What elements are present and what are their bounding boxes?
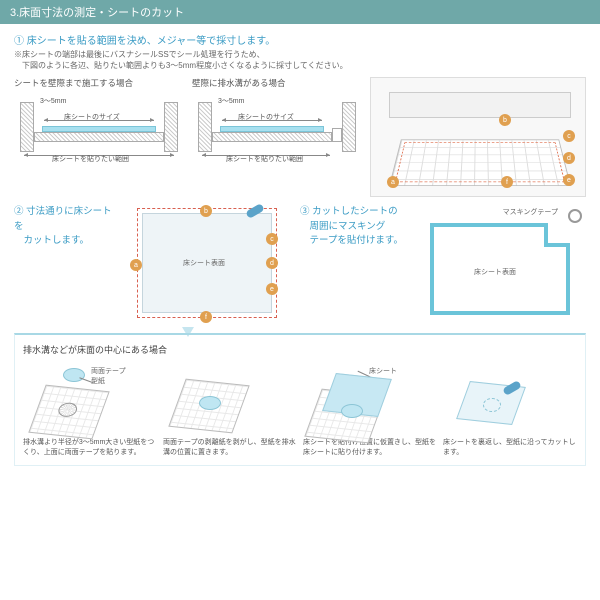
tape-oval — [63, 368, 85, 382]
mask-rect: 床シート表面 — [430, 223, 570, 315]
legend-tape: 両面テープ — [91, 366, 126, 376]
drain-text-3: 床シートを貼付け位置に仮置きし、型紙を床シートに貼り付けます。 — [303, 438, 437, 457]
step2-diagram: 床シート表面 a b c d e f — [122, 205, 292, 325]
drain-fig-2 — [163, 362, 297, 434]
drain-fig-3: 床シート — [303, 362, 437, 434]
badge-a: a — [387, 176, 399, 188]
step3-title-col: ③ カットしたシートの 周囲にマスキング テープを貼付けます。 — [300, 205, 410, 325]
badge-b: b — [499, 114, 511, 126]
step3-diagram: マスキングテープ 床シート表面 — [418, 205, 586, 325]
sheet-surface-label: 床シート表面 — [474, 267, 516, 277]
drain-step-2: 両面テープの剥離紙を剥がし、型紙を排水溝の位置に置きます。 — [163, 362, 297, 457]
floor-3d-diagram: b c d e a f — [370, 77, 586, 197]
mask-notch — [544, 223, 570, 247]
sheet-surface-label: 床シート表面 — [183, 258, 225, 268]
gap-label-l: 3〜5mm — [40, 96, 66, 106]
drain-fig-4 — [443, 362, 577, 434]
range-label: 床シートを貼りたい範囲 — [226, 154, 303, 164]
aside-drain: 排水溝などが床面の中心にある場合 両面テープ 型紙 排水溝より半径が3〜5mm大… — [14, 333, 586, 466]
sheet-bar — [220, 126, 324, 132]
floor-grid — [389, 140, 571, 187]
gap-label: 3〜5mm — [218, 96, 244, 106]
drain-fig-1: 両面テープ 型紙 — [23, 362, 157, 434]
case-b-diagram: 3〜5mm 床シートのサイズ 床シートを貼りたい範囲 — [192, 92, 362, 162]
drain-row: 両面テープ 型紙 排水溝より半径が3〜5mm大きい型紙をつくり、上面に両面テープ… — [23, 362, 577, 457]
drain-text-1: 排水溝より半径が3〜5mm大きい型紙をつくり、上面に両面テープを貼ります。 — [23, 438, 157, 457]
aside-title: 排水溝などが床面の中心にある場合 — [23, 343, 577, 356]
wall-right — [342, 102, 356, 152]
section-header: 3.床面寸法の測定・シートのカット — [0, 0, 600, 24]
section-title: 3.床面寸法の測定・シートのカット — [10, 7, 184, 19]
case-a-label: シートを壁際まで施工する場合 — [14, 77, 184, 89]
floor-3d-wrap: b c d e a f — [370, 77, 586, 197]
badge-d: d — [563, 152, 575, 164]
wall-left — [20, 102, 34, 152]
step2-title-col: ② 寸法通りに床シートを カットします。 — [14, 205, 114, 325]
step2-title: ② 寸法通りに床シートを カットします。 — [14, 205, 114, 248]
badge-e: e — [563, 174, 575, 186]
step3-title: ③ カットしたシートの 周囲にマスキング テープを貼付けます。 — [300, 205, 410, 248]
drain-step-1: 両面テープ 型紙 排水溝より半径が3〜5mm大きい型紙をつくり、上面に両面テープ… — [23, 362, 157, 457]
step23-row: ② 寸法通りに床シートを カットします。 床シート表面 a b c d e f … — [14, 205, 586, 325]
sheet-bar — [42, 126, 156, 132]
tape-label: マスキングテープ — [503, 207, 558, 217]
wall-left — [198, 102, 212, 152]
floor-base — [212, 132, 332, 142]
step1-row: シートを壁際まで施工する場合 3〜5mm 床シートのサイズ 床シートを貼りたい範… — [14, 77, 586, 197]
drain-icon — [56, 402, 79, 418]
drain-text-2: 両面テープの剥離紙を剥がし、型紙を排水溝の位置に置きます。 — [163, 438, 297, 457]
badge-f: f — [501, 176, 513, 188]
step1-title: ① 床シートを貼る範囲を決め、メジャー等で採寸します。 — [14, 32, 586, 47]
badge-c: c — [563, 130, 575, 142]
legend-sheet: 床シート — [369, 366, 397, 376]
paper-pattern — [28, 385, 109, 440]
back-wall — [389, 92, 571, 118]
content: ① 床シートを貼る範囲を決め、メジャー等で採寸します。 ※床シートの端部は最後に… — [0, 24, 600, 474]
case-a: シートを壁際まで施工する場合 3〜5mm 床シートのサイズ 床シートを貼りたい範… — [14, 77, 184, 197]
sheet-rect: 床シート表面 — [142, 213, 272, 313]
drain-step-4: 床シートを裏返し、型紙に沿ってカットします。 — [443, 362, 577, 457]
size-label: 床シートのサイズ — [238, 112, 294, 122]
step3-fig-col: マスキングテープ 床シート表面 — [418, 205, 586, 325]
case-b-label: 壁際に排水溝がある場合 — [192, 77, 362, 89]
drain-text-4: 床シートを裏返し、型紙に沿ってカットします。 — [443, 438, 577, 457]
case-b: 壁際に排水溝がある場合 3〜5mm 床シートのサイズ 床シートを貼りたい範囲 — [192, 77, 362, 197]
tape-roll-icon — [568, 209, 582, 223]
size-label: 床シートのサイズ — [64, 112, 120, 122]
step2-fig-col: 床シート表面 a b c d e f — [122, 205, 292, 325]
floor-base — [34, 132, 164, 142]
drain-step-3: 床シート 床シートを貼付け位置に仮置きし、型紙を床シートに貼り付けます。 — [303, 362, 437, 457]
wall-right — [164, 102, 178, 152]
drain-gutter — [332, 128, 342, 142]
badge-f: f — [200, 311, 212, 323]
range-label: 床シートを貼りたい範囲 — [52, 154, 129, 164]
step1-note: ※床シートの端部は最後にバスナシールSSでシール処理を行うため、 下図のように各… — [14, 49, 586, 71]
case-a-diagram: 3〜5mm 床シートのサイズ 床シートを貼りたい範囲 — [14, 92, 184, 162]
